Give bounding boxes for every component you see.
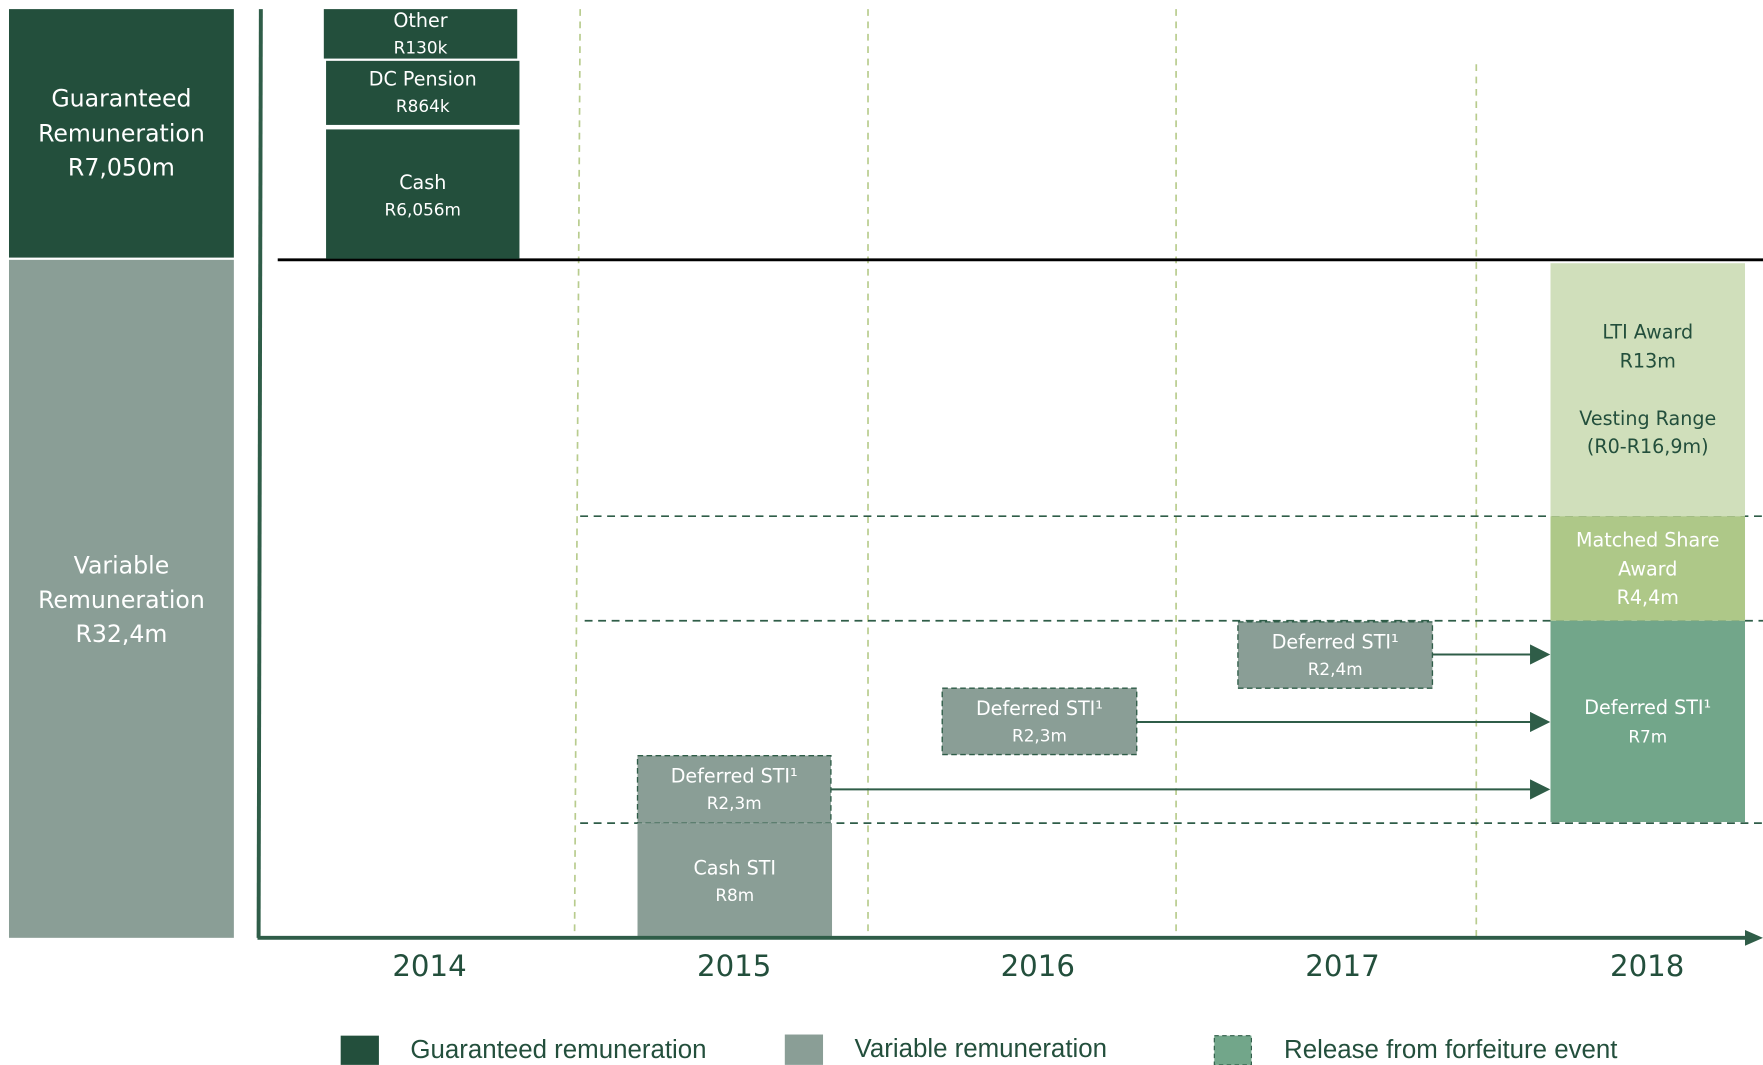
box xyxy=(1237,621,1434,689)
box-label: R2,3m xyxy=(707,793,762,813)
box-label: R4,4m xyxy=(1617,586,1679,609)
box-label: Deferred STI¹ xyxy=(671,765,798,788)
year-label: 2017 xyxy=(1305,949,1379,983)
side-panel xyxy=(8,9,234,258)
side-label: Variable xyxy=(74,551,170,579)
box-label: LTI Award xyxy=(1602,320,1693,343)
legend-label: Variable remuneration xyxy=(855,1035,1108,1063)
box-label: Cash STI xyxy=(693,857,776,880)
axis-arrow xyxy=(1745,929,1763,946)
year-label: 2015 xyxy=(697,949,771,983)
side-label: Guaranteed xyxy=(51,85,191,113)
year-label: 2016 xyxy=(1001,949,1075,983)
side-label: R7,050m xyxy=(68,153,175,181)
box-label: Vesting Range xyxy=(1579,407,1716,430)
y-axis xyxy=(256,9,263,938)
guide xyxy=(573,9,582,938)
box xyxy=(1550,620,1746,823)
box xyxy=(1550,516,1746,621)
box-label: Matched Share xyxy=(1576,528,1719,551)
box-label: R864k xyxy=(396,96,450,116)
legend-swatch xyxy=(340,1035,379,1065)
box-label: R2,3m xyxy=(1012,726,1067,746)
box xyxy=(323,9,518,59)
legend-label: Guaranteed remuneration xyxy=(410,1036,706,1064)
box xyxy=(326,129,520,259)
side-label: Remuneration xyxy=(38,120,205,148)
legend-label: Release from forfeiture event xyxy=(1284,1036,1617,1064)
box-label: Deferred STI¹ xyxy=(976,697,1103,720)
box xyxy=(637,823,833,938)
side-label: Remuneration xyxy=(38,586,205,614)
year-label: 2014 xyxy=(392,949,466,983)
box-label: Award xyxy=(1618,558,1677,581)
box-label: DC Pension xyxy=(369,67,477,90)
box-label: R8m xyxy=(715,885,754,905)
arrows xyxy=(830,644,1551,800)
legend-swatch xyxy=(1213,1035,1252,1065)
boxes: Guaranteed Remuneration R7,050m Variable Rem… xyxy=(8,9,1746,938)
box xyxy=(326,60,520,125)
legend-swatch xyxy=(784,1034,824,1065)
box-label: R130k xyxy=(394,37,448,57)
box xyxy=(636,755,832,824)
box-label: R13m xyxy=(1620,350,1676,373)
vertical-guides xyxy=(573,9,1478,938)
box-label: Other xyxy=(393,9,447,32)
box-label: R6,056m xyxy=(385,199,461,219)
side-label: R32,4m xyxy=(75,620,167,648)
side-panel xyxy=(8,259,234,938)
box-label: R7m xyxy=(1628,727,1667,747)
box-label: (R0-R16,9m) xyxy=(1587,435,1709,458)
box-label: Deferred STI¹ xyxy=(1584,696,1711,719)
box-label: Deferred STI¹ xyxy=(1272,631,1399,654)
box xyxy=(1550,263,1746,517)
box-label: R2,4m xyxy=(1308,659,1363,679)
box-label: Cash xyxy=(399,171,446,194)
year-label: 2018 xyxy=(1610,949,1684,983)
